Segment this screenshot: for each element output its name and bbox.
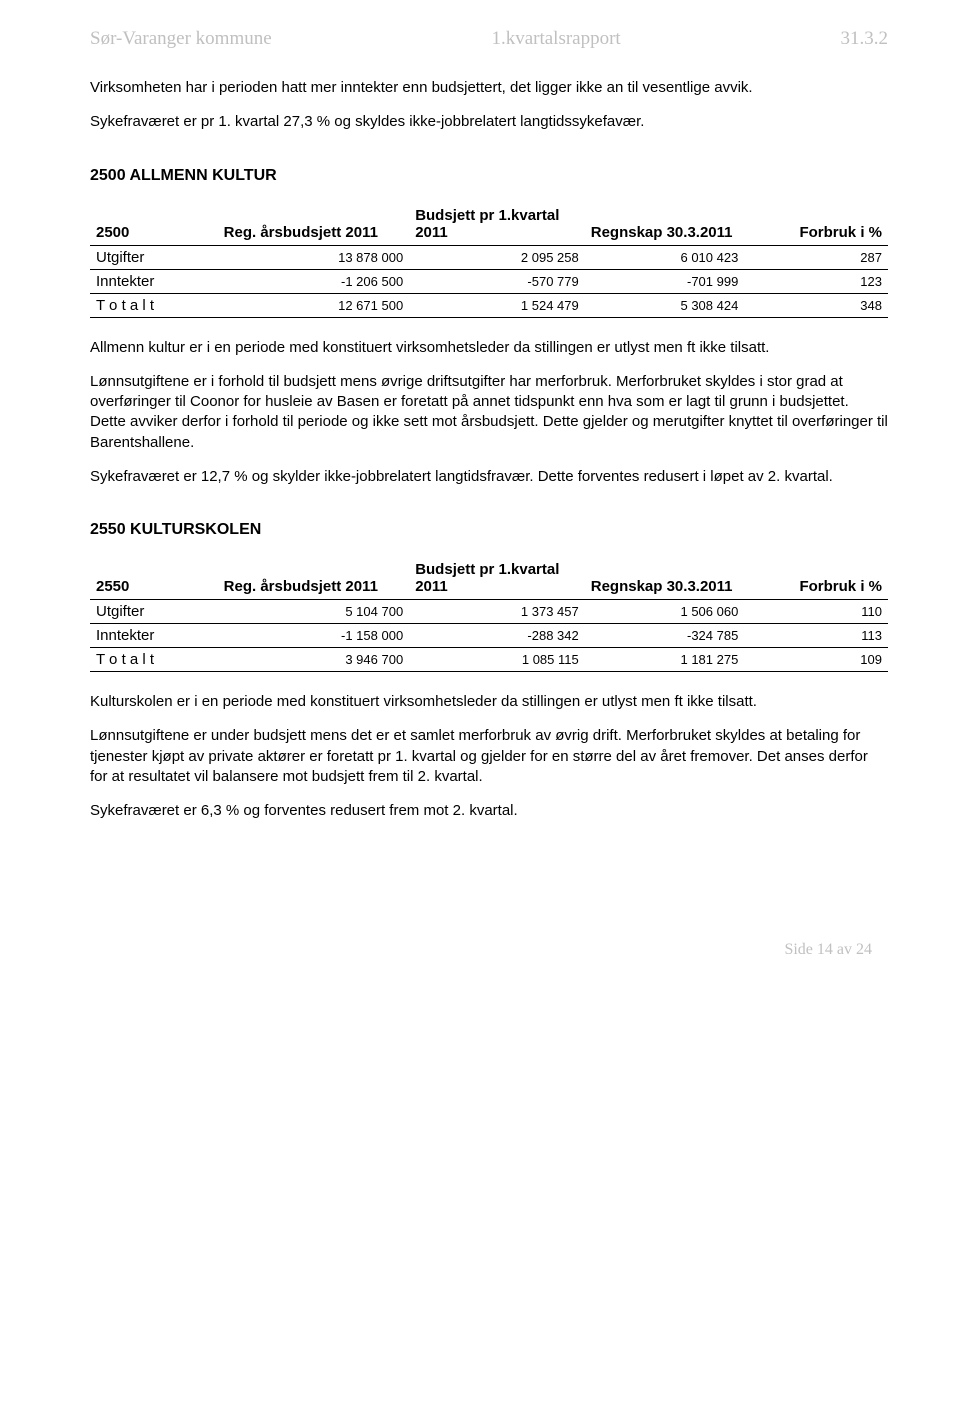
cell: 13 878 000	[218, 245, 410, 269]
row-label: Inntekter	[90, 624, 218, 648]
section1-p2: Lønnsutgiftene er i forhold til budsjett…	[90, 372, 888, 453]
cell: 5 308 424	[585, 293, 745, 317]
cell: 113	[744, 624, 888, 648]
section1-p1: Allmenn kultur er i en periode med konst…	[90, 338, 888, 358]
section2-p3: Sykefraværet er 6,3 % og forventes redus…	[90, 801, 888, 821]
col-4: Forbruk i %	[744, 557, 888, 600]
cell: 1 373 457	[409, 600, 585, 624]
cell: 1 524 479	[409, 293, 585, 317]
cell: 6 010 423	[585, 245, 745, 269]
col-3: Regnskap 30.3.2011	[585, 557, 745, 600]
table-row: T o t a l t 3 946 700 1 085 115 1 181 27…	[90, 648, 888, 672]
row-label: T o t a l t	[90, 648, 218, 672]
cell: 123	[744, 269, 888, 293]
col-2: Budsjett pr 1.kvartal 2011	[409, 557, 585, 600]
table-header-row: 2550 Reg. årsbudsjett 2011 Budsjett pr 1…	[90, 557, 888, 600]
col-1: Reg. årsbudsjett 2011	[218, 203, 410, 246]
page: Sør-Varanger kommune 1.kvartalsrapport 3…	[0, 0, 960, 999]
cell: -701 999	[585, 269, 745, 293]
table-header-row: 2500 Reg. årsbudsjett 2011 Budsjett pr 1…	[90, 203, 888, 246]
section1-title: 2500 ALLMENN KULTUR	[90, 167, 888, 185]
section2-title: 2550 KULTURSKOLEN	[90, 521, 888, 539]
cell: 3 946 700	[218, 648, 410, 672]
cell: -288 342	[409, 624, 585, 648]
row-label: Inntekter	[90, 269, 218, 293]
cell: -324 785	[585, 624, 745, 648]
cell: 2 095 258	[409, 245, 585, 269]
section2-p2: Lønnsutgiftene er under budsjett mens de…	[90, 726, 888, 787]
header-center: 1.kvartalsrapport	[491, 28, 620, 50]
table-row: Inntekter -1 158 000 -288 342 -324 785 1…	[90, 624, 888, 648]
header-right: 31.3.2	[840, 28, 888, 50]
col-0: 2500	[90, 203, 218, 246]
intro-p1: Virksomheten har i perioden hatt mer inn…	[90, 78, 888, 98]
row-label: T o t a l t	[90, 293, 218, 317]
table-row: Inntekter -1 206 500 -570 779 -701 999 1…	[90, 269, 888, 293]
cell: 348	[744, 293, 888, 317]
cell: 1 506 060	[585, 600, 745, 624]
page-header: Sør-Varanger kommune 1.kvartalsrapport 3…	[90, 28, 888, 50]
col-2: Budsjett pr 1.kvartal 2011	[409, 203, 585, 246]
row-label: Utgifter	[90, 245, 218, 269]
table-row: T o t a l t 12 671 500 1 524 479 5 308 4…	[90, 293, 888, 317]
intro-p2: Sykefraværet er pr 1. kvartal 27,3 % og …	[90, 112, 888, 132]
col-3: Regnskap 30.3.2011	[585, 203, 745, 246]
cell: -570 779	[409, 269, 585, 293]
cell: 287	[744, 245, 888, 269]
cell: 5 104 700	[218, 600, 410, 624]
cell: -1 158 000	[218, 624, 410, 648]
col-4: Forbruk i %	[744, 203, 888, 246]
cell: 1 085 115	[409, 648, 585, 672]
header-left: Sør-Varanger kommune	[90, 28, 272, 50]
col-0: 2550	[90, 557, 218, 600]
cell: 110	[744, 600, 888, 624]
section2-table: 2550 Reg. årsbudsjett 2011 Budsjett pr 1…	[90, 557, 888, 672]
page-footer: Side 14 av 24	[90, 941, 888, 959]
cell: 1 181 275	[585, 648, 745, 672]
cell: 109	[744, 648, 888, 672]
section2-p1: Kulturskolen er i en periode med konstit…	[90, 692, 888, 712]
col-1: Reg. årsbudsjett 2011	[218, 557, 410, 600]
section1-table: 2500 Reg. årsbudsjett 2011 Budsjett pr 1…	[90, 203, 888, 318]
table-row: Utgifter 13 878 000 2 095 258 6 010 423 …	[90, 245, 888, 269]
cell: 12 671 500	[218, 293, 410, 317]
row-label: Utgifter	[90, 600, 218, 624]
cell: -1 206 500	[218, 269, 410, 293]
section1-p3: Sykefraværet er 12,7 % og skylder ikke-j…	[90, 467, 888, 487]
table-row: Utgifter 5 104 700 1 373 457 1 506 060 1…	[90, 600, 888, 624]
